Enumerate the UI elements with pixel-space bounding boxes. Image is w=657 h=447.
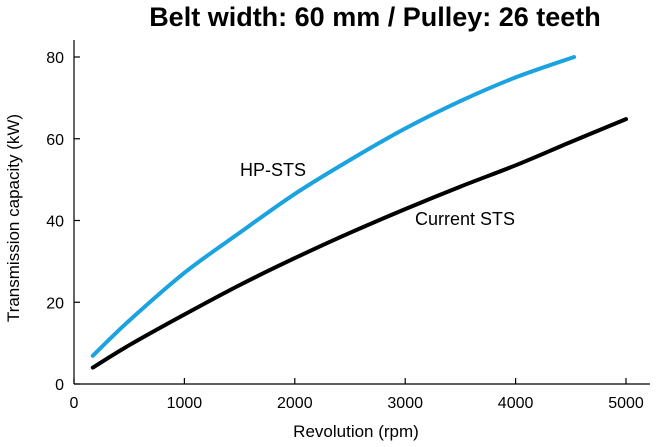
series-line-hp-sts (90, 55, 577, 358)
chart-title: Belt width: 60 mm / Pulley: 26 teeth (149, 2, 601, 32)
y-tick-label: 40 (46, 214, 64, 231)
x-tick-label: 1000 (167, 395, 203, 412)
y-ticks: 0 20 40 60 80 (46, 50, 80, 394)
plot-area (90, 55, 628, 370)
series-label-hp-sts: HP-STS (240, 160, 306, 180)
series-line-current-sts (90, 117, 628, 370)
x-tick-label: 5000 (608, 395, 644, 412)
series-label-current-sts: Current STS (415, 209, 515, 229)
x-tick-label: 4000 (498, 395, 534, 412)
y-tick-label: 60 (46, 132, 64, 149)
y-axis-label: Transmission capacity (kW) (4, 114, 23, 322)
y-tick-label: 20 (46, 295, 64, 312)
x-tick-label: 2000 (277, 395, 313, 412)
x-axis-label: Revolution (rpm) (293, 422, 419, 441)
y-tick-label: 0 (55, 377, 64, 394)
x-tick-label: 3000 (387, 395, 423, 412)
x-ticks: 0 1000 2000 3000 4000 5000 (70, 378, 644, 412)
x-tick-label: 0 (70, 395, 79, 412)
y-tick-label: 80 (46, 50, 64, 67)
